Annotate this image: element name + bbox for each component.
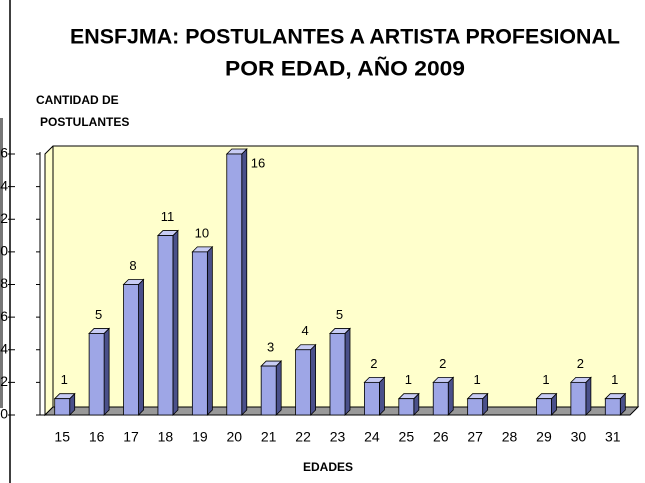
y-tick-label: 6	[0, 308, 8, 324]
bar-side	[241, 148, 248, 416]
y-tick-label: 10	[0, 243, 8, 259]
value-label: 16	[251, 155, 265, 170]
bar	[295, 349, 311, 416]
x-tick-label: 24	[364, 429, 380, 445]
y-tick-label: 8	[0, 275, 8, 291]
x-tick-label: 21	[261, 429, 277, 445]
bar	[54, 398, 71, 416]
y-tick-label: 12	[0, 210, 8, 226]
bar	[191, 251, 208, 416]
value-label: 2	[439, 356, 446, 371]
bar	[226, 153, 243, 416]
x-tick-label: 30	[571, 429, 587, 445]
bar	[604, 398, 621, 416]
chart-title: ENSFJMA: POSTULANTES A ARTISTA PROFESION…	[70, 26, 620, 49]
y-axis-label: POSTULANTES	[40, 115, 129, 129]
bar	[536, 398, 552, 416]
bar	[364, 381, 380, 416]
y-axis-label: CANTIDAD DE	[36, 93, 119, 107]
bar	[467, 398, 484, 416]
y-tick-label: 14	[0, 177, 8, 193]
x-tick-label: 22	[295, 429, 311, 445]
x-tick-label: 26	[433, 429, 449, 445]
value-label: 1	[61, 372, 68, 387]
bar	[157, 235, 174, 416]
value-label: 2	[370, 356, 377, 371]
value-label: 5	[95, 307, 102, 322]
x-tick-label: 27	[467, 429, 483, 445]
value-label: 1	[542, 372, 549, 387]
bar	[329, 333, 346, 416]
y-tick-label: 4	[0, 340, 8, 356]
x-tick-label: 16	[89, 429, 105, 445]
bar	[260, 365, 277, 416]
bar-side	[138, 278, 144, 416]
value-label: 8	[129, 258, 136, 273]
x-axis-label: EDADES	[303, 460, 353, 474]
bar-side	[344, 327, 351, 416]
x-tick-label: 17	[123, 429, 139, 445]
value-label: 1	[611, 372, 618, 387]
chart-title: POR EDAD, AÑO 2009	[225, 58, 465, 81]
value-label: 4	[301, 323, 308, 338]
y-tick-label: 2	[0, 373, 8, 389]
bar-side	[585, 376, 592, 416]
x-tick-label: 18	[158, 429, 174, 445]
bar-side	[206, 245, 213, 416]
value-label: 11	[161, 209, 175, 224]
bar	[123, 284, 139, 416]
x-tick-label: 25	[399, 429, 415, 445]
bar-side	[310, 343, 316, 416]
value-label: 10	[195, 225, 209, 240]
frame-edge	[0, 118, 3, 408]
x-tick-label: 23	[330, 429, 346, 445]
y-tick-label: 16	[0, 145, 8, 161]
bar-side	[172, 229, 179, 416]
bar	[432, 381, 449, 416]
x-tick-label: 29	[536, 429, 552, 445]
value-label: 5	[336, 307, 343, 322]
value-label: 2	[577, 356, 584, 371]
x-tick-label: 28	[502, 429, 518, 445]
bar-side	[103, 327, 110, 416]
y-tick-label: 0	[0, 406, 8, 422]
bar	[88, 333, 105, 416]
x-tick-label: 19	[192, 429, 208, 445]
bar	[398, 398, 415, 416]
value-label: 1	[474, 372, 481, 387]
value-label: 1	[405, 372, 412, 387]
x-tick-label: 31	[605, 429, 621, 445]
bar	[570, 381, 587, 416]
x-tick-label: 20	[226, 429, 242, 445]
bar-side	[275, 360, 282, 416]
x-tick-label: 15	[54, 429, 70, 445]
bar-side	[379, 376, 385, 416]
value-label: 3	[267, 340, 274, 355]
bar-side	[447, 376, 454, 416]
